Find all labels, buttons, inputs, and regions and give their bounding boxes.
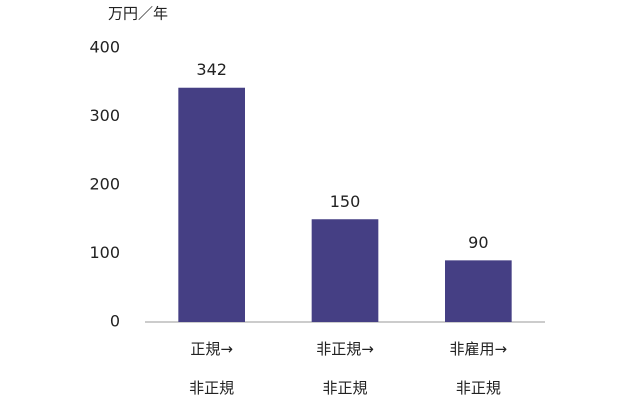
y-tick-label: 300 (89, 106, 120, 125)
y-axis-label: 万円／年 (108, 5, 168, 23)
y-tick-label: 100 (89, 243, 120, 262)
data-label: 90 (468, 233, 488, 252)
bar (311, 219, 379, 322)
y-tick-label: 200 (89, 175, 120, 194)
y-tick-label: 400 (89, 38, 120, 57)
data-label: 342 (196, 60, 227, 79)
y-tick-label: 0 (110, 312, 120, 331)
x-tick-label: 正規→ 非正規 (189, 340, 235, 397)
data-label: 150 (330, 192, 361, 211)
bar (178, 87, 245, 322)
bar (445, 260, 512, 322)
x-tick-label: 非雇用→ 非正規 (449, 340, 508, 397)
x-tick-label: 非正規→ 非正規 (316, 340, 374, 397)
